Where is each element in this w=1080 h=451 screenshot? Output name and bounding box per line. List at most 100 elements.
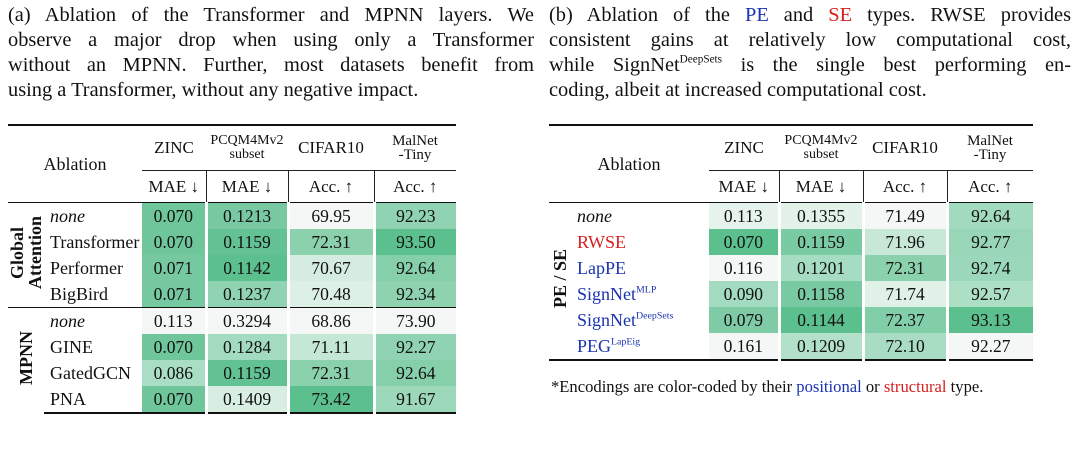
- value-cell: 0.1284: [204, 334, 288, 360]
- caption-line: using a Transformer, without any negativ…: [8, 79, 419, 101]
- value-cell: 92.77: [945, 229, 1033, 255]
- value-cell: 73.90: [372, 307, 456, 334]
- value-cell: 69.95: [286, 202, 374, 229]
- value-cell: 0.070: [142, 386, 206, 414]
- row-label: PNA: [44, 386, 142, 414]
- table-row: Transformer 0.070 0.1159 72.31 93.50: [8, 229, 456, 255]
- group-label: PE / SE: [549, 202, 571, 361]
- value-cell: 0.1409: [204, 386, 288, 414]
- caption-line: without an MPNN. Further, most datasets …: [8, 54, 534, 76]
- metric-header: Acc. ↑: [946, 170, 1033, 203]
- value-cell: 0.1144: [777, 307, 863, 333]
- value-cell: 68.86: [286, 307, 374, 334]
- value-cell: 71.74: [861, 281, 947, 307]
- value-cell: 92.27: [945, 333, 1033, 361]
- table-row: LapPE 0.116 0.1201 72.31 92.74: [549, 255, 1033, 281]
- value-cell: 92.27: [372, 334, 456, 360]
- value-cell: 0.079: [709, 307, 779, 333]
- table-row: SignNetDeepSets 0.079 0.1144 72.37 93.13: [549, 307, 1033, 333]
- value-cell: 0.1201: [777, 255, 863, 281]
- value-cell: 0.070: [709, 229, 779, 255]
- group-label: MPNN: [8, 307, 44, 413]
- panel-b: (b) Ablation of the PE and SE types. RWS…: [549, 0, 1071, 396]
- value-cell: 0.1237: [204, 281, 288, 308]
- caption-line: coding, albeit at increased computationa…: [549, 79, 927, 101]
- caption-line: consistent gains at relatively low compu…: [549, 29, 1071, 51]
- value-cell: 93.50: [372, 229, 456, 255]
- ablation-header: Ablation: [8, 124, 142, 203]
- column-header: PCQM4Mv2 subset: [206, 124, 288, 171]
- value-cell: 0.071: [142, 255, 206, 281]
- value-cell: 92.74: [945, 255, 1033, 281]
- table-row: GatedGCN 0.086 0.1159 72.31 92.64: [8, 360, 456, 386]
- encoding-label: none: [571, 202, 709, 229]
- value-cell: 0.070: [142, 202, 206, 229]
- value-cell: 92.23: [372, 202, 456, 229]
- value-cell: 92.64: [372, 255, 456, 281]
- caption-line: observe a major drop when using only a T…: [8, 29, 534, 51]
- caption-line: while SignNetDeepSets is the single best…: [549, 53, 1071, 76]
- column-header: MalNet -Tiny: [374, 124, 456, 171]
- row-label: none: [44, 202, 142, 229]
- value-cell: 72.31: [286, 229, 374, 255]
- value-cell: 70.48: [286, 281, 374, 308]
- value-cell: 92.64: [372, 360, 456, 386]
- value-cell: 71.11: [286, 334, 374, 360]
- value-cell: 72.31: [286, 360, 374, 386]
- value-cell: 0.113: [709, 202, 779, 229]
- value-cell: 0.090: [709, 281, 779, 307]
- row-label: GatedGCN: [50, 362, 131, 383]
- caption-line: (b) Ablation of the PE and SE types. RWS…: [549, 4, 1071, 26]
- encoding-label: SignNetMLP: [577, 283, 657, 304]
- column-header: CIFAR10: [288, 124, 374, 171]
- encoding-label: RWSE: [577, 231, 627, 252]
- metric-header: MAE ↓: [205, 170, 288, 203]
- row-label: GINE: [50, 336, 93, 357]
- value-cell: 71.49: [861, 202, 947, 229]
- table-row: RWSE 0.070 0.1159 71.96 92.77: [549, 229, 1033, 255]
- table-row: Global Attention none 0.070 0.1213 69.95 92.23: [7, 202, 456, 308]
- panel-a: (a) Ablation of the Transformer and MPNN…: [7, 0, 534, 414]
- value-cell: 72.10: [861, 333, 947, 361]
- pe-term: PE: [744, 4, 769, 26]
- caption-b: (b) Ablation of the PE and SE types. RWS…: [549, 0, 1071, 103]
- value-cell: 0.116: [709, 255, 779, 281]
- ablation-header: Ablation: [549, 124, 709, 203]
- se-term: SE: [828, 4, 853, 26]
- row-label: Transformer: [50, 231, 140, 252]
- caption-line: (a) Ablation of the Transformer and MPNN…: [8, 4, 534, 26]
- table-row: PE / SE none 0.113 0.1355 71.49 92.64: [549, 202, 1033, 361]
- table-row: SignNetMLP 0.090 0.1158 71.74 92.57: [549, 281, 1033, 307]
- value-cell: 0.070: [142, 334, 206, 360]
- ablation-table-b: Ablation ZINC PCQM4Mv2 subset CIFAR10 MalNet -…: [549, 124, 1033, 361]
- encoding-label: PEGLapEig: [571, 333, 709, 361]
- value-cell: 92.34: [372, 281, 456, 308]
- value-cell: 72.37: [861, 307, 947, 333]
- value-cell: 0.1355: [777, 202, 863, 229]
- value-cell: 0.1158: [777, 281, 863, 307]
- value-cell: 92.57: [945, 281, 1033, 307]
- value-cell: 0.113: [142, 307, 206, 334]
- value-cell: 0.1213: [204, 202, 288, 229]
- value-cell: 0.3294: [204, 307, 288, 334]
- value-cell: 0.1159: [204, 360, 288, 386]
- row-label: Performer: [50, 257, 123, 278]
- encoding-label: LapPE: [577, 257, 626, 278]
- value-cell: 0.1209: [777, 333, 863, 361]
- value-cell: 70.67: [286, 255, 374, 281]
- value-cell: 0.071: [142, 281, 206, 308]
- column-header: MalNet -Tiny: [947, 124, 1033, 171]
- row-label: BigBird: [50, 283, 109, 304]
- group-label: Global Attention: [7, 202, 45, 308]
- ablation-table-a: Ablation ZINC PCQM4Mv2 subset CIFAR10 MalNet -…: [7, 124, 456, 414]
- footnote: *Encodings are color-coded by their posi…: [551, 377, 984, 396]
- caption-a: (a) Ablation of the Transformer and MPNN…: [8, 0, 534, 103]
- value-cell: 0.086: [142, 360, 206, 386]
- value-cell: 93.13: [945, 307, 1033, 333]
- encoding-label: SignNetDeepSets: [577, 309, 674, 330]
- metric-header: MAE ↓: [709, 170, 779, 203]
- value-cell: 72.31: [861, 255, 947, 281]
- column-header: CIFAR10: [863, 124, 947, 171]
- column-header: ZINC: [709, 124, 779, 171]
- value-cell: 91.67: [372, 386, 456, 414]
